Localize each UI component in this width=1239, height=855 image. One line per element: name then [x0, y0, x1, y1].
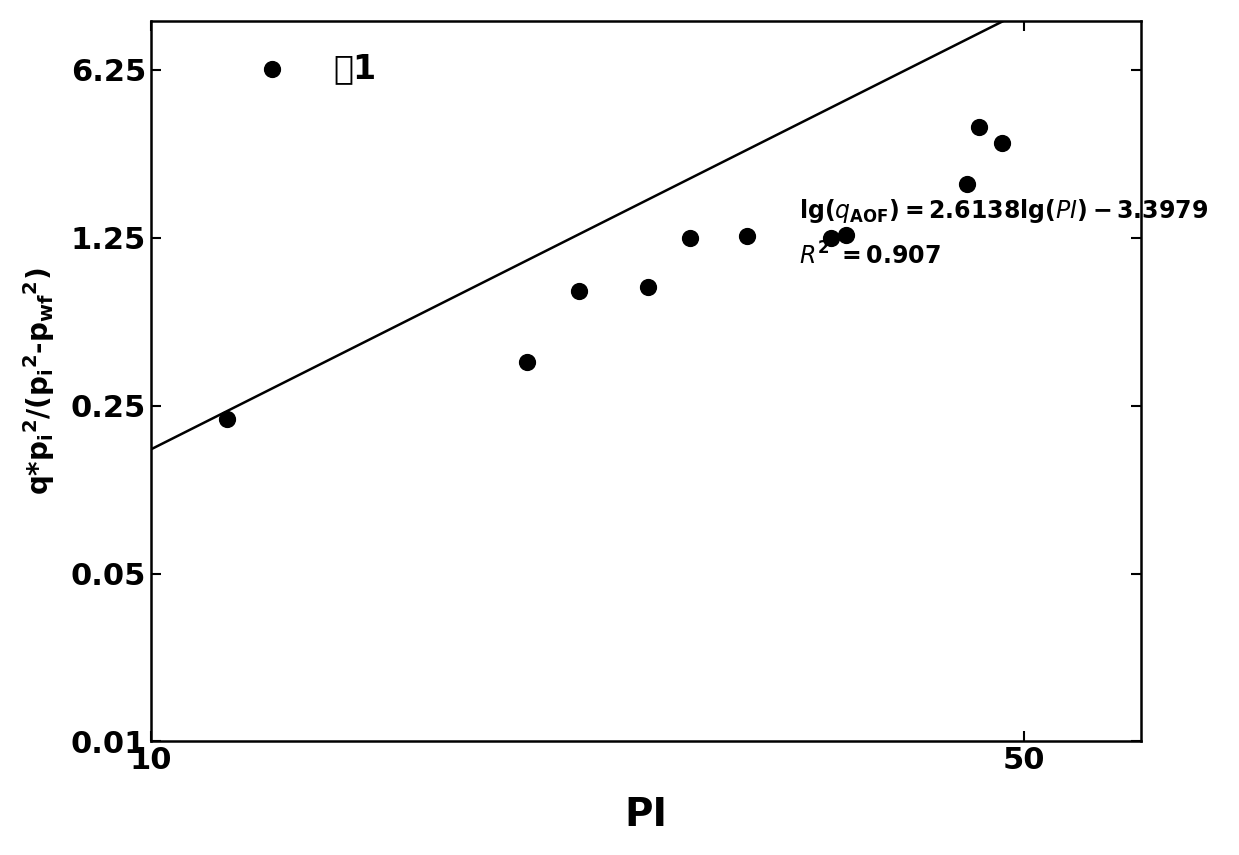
X-axis label: PI: PI [624, 796, 668, 834]
Point [969, 121, 989, 134]
Text: 少1: 少1 [333, 52, 377, 86]
Text: $\mathbf{lg(}$$\mathbf{\mathit{q}_{\mathbf{AOF}}}$$\mathbf{) = 2.6138lg(}$$\math: $\mathbf{lg(}$$\mathbf{\mathit{q}_{\math… [799, 197, 1208, 225]
Point [217, 412, 237, 426]
Point [638, 280, 658, 294]
Y-axis label: q*p$_\mathbf{i}$$^\mathbf{2}$/(p$_\mathbf{i}$$^\mathbf{2}$-p$_\mathbf{wf}$$^\mat: q*p$_\mathbf{i}$$^\mathbf{2}$/(p$_\mathb… [21, 268, 57, 495]
Point [569, 284, 589, 298]
Text: $\mathbf{\mathit{R}^2}$ $\mathbf{= 0.907}$: $\mathbf{\mathit{R}^2}$ $\mathbf{= 0.907… [799, 242, 940, 269]
Point [517, 355, 536, 369]
Point [261, 62, 281, 76]
Point [680, 231, 700, 245]
Point [836, 228, 856, 242]
Point [992, 136, 1012, 150]
Point [820, 231, 840, 245]
Point [957, 177, 976, 191]
Point [737, 229, 757, 243]
